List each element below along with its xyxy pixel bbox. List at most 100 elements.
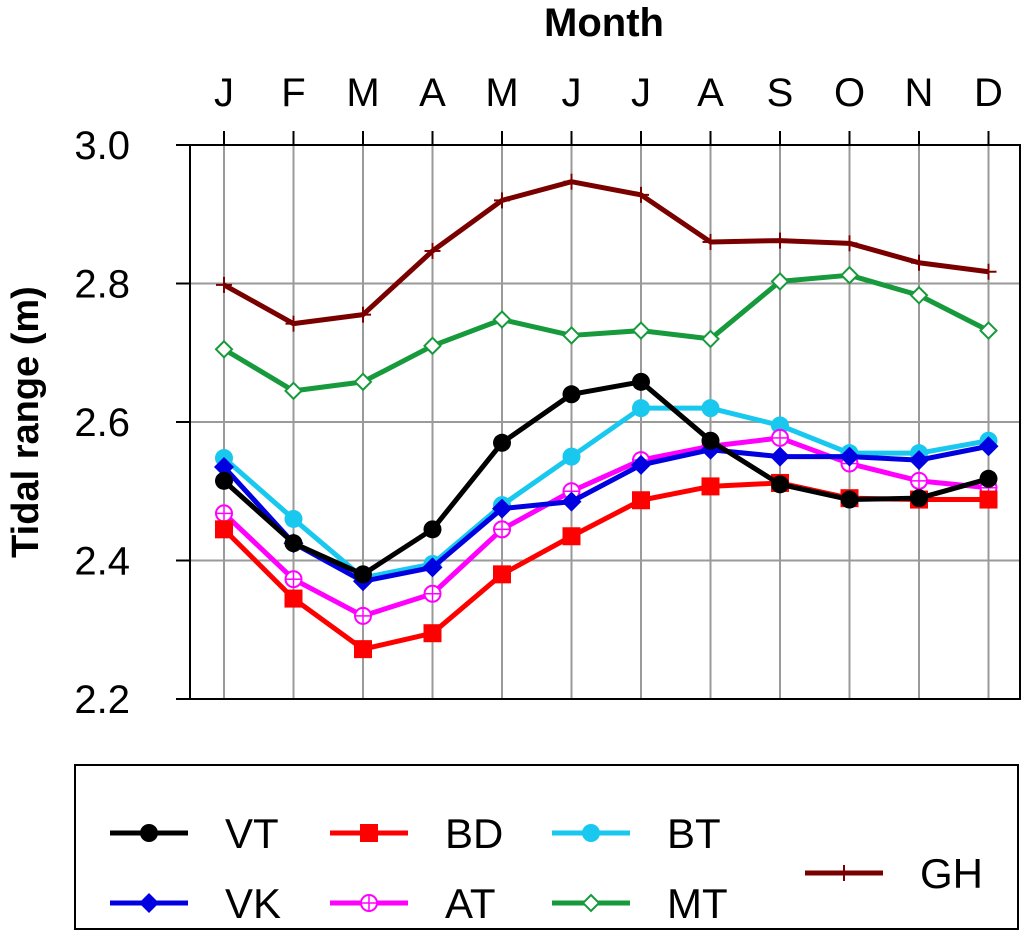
data-point-gh: [563, 173, 580, 190]
data-point-mt: [701, 329, 720, 349]
data-point-vk: [214, 457, 234, 478]
legend-item-gh: GH: [805, 850, 983, 897]
x-tick-label: M: [485, 71, 518, 115]
y-tick-label: 2.8: [74, 263, 130, 307]
data-point-mt: [353, 372, 373, 392]
series-layer: [214, 173, 999, 659]
data-point-vt: [562, 385, 581, 404]
data-point-vk: [492, 498, 512, 519]
series-line-vk: [222, 443, 989, 584]
legend-label-vt: VT: [225, 810, 279, 857]
series-line-bt: [222, 405, 989, 581]
data-point-bt: [562, 447, 581, 466]
series-mt: [214, 265, 998, 401]
series-line-vt: [222, 379, 990, 577]
x-tick-label: S: [767, 71, 794, 115]
data-point-mt: [909, 285, 929, 305]
data-point-at: [354, 606, 372, 625]
data-point-vt: [701, 431, 720, 450]
data-point-bd: [979, 490, 998, 509]
data-point-vk: [422, 557, 443, 578]
data-point-bd: [493, 565, 511, 584]
data-point-bd: [562, 527, 581, 546]
data-point-at: [284, 570, 303, 589]
data-point-mt: [562, 326, 581, 345]
y-tick-label: 2.6: [74, 401, 130, 445]
x-tick-label: O: [834, 71, 865, 115]
legend-label-bd: BD: [445, 810, 503, 857]
x-tick-label: J: [214, 71, 234, 115]
legend: VT BD BT VK AT MT GH: [74, 764, 1019, 930]
data-point-gh: [633, 186, 649, 203]
x-tick-label: D: [974, 71, 1003, 115]
data-point-vt: [632, 372, 650, 391]
data-point-gh: [285, 315, 302, 332]
data-point-vt: [979, 469, 998, 488]
data-point-vk: [770, 446, 790, 467]
legend-marker-gh: [836, 865, 852, 881]
x-tick-label: M: [346, 71, 379, 115]
data-point-vt: [771, 475, 789, 494]
legend-marker-vt: [140, 824, 158, 842]
series-line-gh: [222, 179, 989, 327]
legend-marker-vk: [139, 893, 159, 913]
data-point-vt: [215, 471, 233, 490]
x-tick-label: J: [631, 71, 651, 115]
data-point-mt: [492, 310, 512, 329]
y-tick-label: 2.2: [74, 678, 130, 722]
data-point-vk: [909, 450, 929, 471]
data-point-vt: [493, 433, 511, 452]
axes: J F M A M J J A S O N D2.22.42.62.83.0: [74, 71, 1003, 722]
data-point-bt: [632, 399, 650, 418]
data-point-mt: [214, 339, 234, 359]
data-point-at: [423, 584, 442, 603]
legend-marker-bd: [360, 824, 378, 842]
y-axis-label: Tidal range (m): [5, 286, 47, 558]
x-tick-label: J: [562, 71, 582, 115]
data-point-at: [493, 520, 511, 539]
data-point-at: [771, 428, 789, 447]
data-point-at: [215, 504, 233, 523]
data-point-vk: [839, 446, 860, 467]
x-tick-label: N: [905, 71, 934, 115]
legend-item-bt: BT: [552, 810, 721, 857]
legend-label-at: AT: [445, 880, 496, 927]
legend-item-at: AT: [330, 880, 496, 927]
data-point-mt: [979, 321, 998, 341]
legend-item-vk: VK: [110, 880, 281, 927]
legend-marker-mt: [581, 893, 601, 913]
legend-label-bt: BT: [667, 810, 721, 857]
legend-label-gh: GH: [920, 850, 983, 897]
data-point-bd: [423, 624, 442, 643]
data-point-vk: [978, 436, 999, 457]
data-point-gh: [702, 233, 719, 250]
legend-item-mt: MT: [552, 880, 728, 927]
data-point-vt: [423, 520, 442, 539]
data-point-gh: [980, 263, 997, 280]
data-point-mt: [770, 272, 790, 291]
data-point-bd: [701, 477, 720, 496]
data-point-gh: [841, 235, 858, 252]
legend-item-bd: BD: [330, 810, 503, 857]
data-point-mt: [423, 336, 442, 356]
legend-marker-bt: [582, 824, 600, 842]
data-point-vt: [284, 534, 303, 553]
series-vk: [214, 436, 999, 592]
data-point-mt: [631, 321, 651, 341]
x-tick-label: A: [697, 71, 724, 115]
chart-title: Month: [544, 1, 664, 45]
series-line-at: [222, 435, 989, 619]
x-tick-label: A: [419, 71, 446, 115]
data-point-vk: [631, 454, 651, 475]
data-point-at: [910, 471, 928, 490]
y-tick-label: 2.4: [74, 540, 130, 584]
data-point-vk: [561, 491, 582, 512]
legend-box: [74, 764, 1019, 930]
data-point-vt: [840, 490, 859, 509]
data-point-bd: [632, 491, 650, 510]
series-vt: [215, 372, 998, 584]
data-point-gh: [355, 306, 371, 323]
data-point-vt: [354, 565, 372, 584]
series-gh: [216, 173, 997, 332]
